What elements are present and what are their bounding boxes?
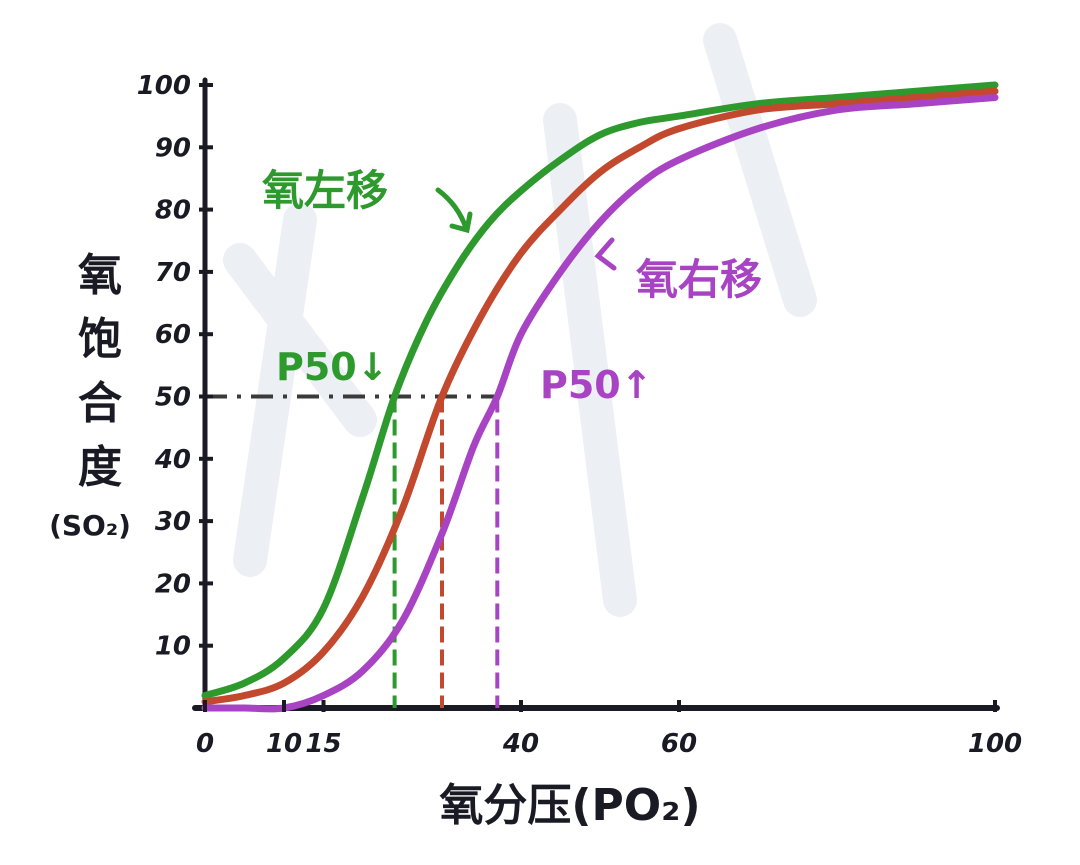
y-tick-label: 20 — [155, 569, 191, 599]
y-tick-label: 10 — [155, 632, 191, 662]
annotation-left-shift-text: 氧左移 — [262, 166, 388, 215]
x-tick-label: 60 — [661, 729, 697, 759]
arrow-icon — [594, 237, 617, 271]
p50-reference-lines — [205, 394, 500, 708]
ylabel-unit: (SO₂) — [49, 509, 131, 542]
x-tick-label: 100 — [968, 729, 1022, 759]
y-axis-label: 氧 饱 合 度 (SO₂) — [49, 250, 131, 542]
x-tick-label: 10 — [266, 729, 302, 759]
y-tick-label: 70 — [155, 258, 191, 288]
ylabel-char-2: 饱 — [78, 314, 122, 365]
x-axis-label: 氧分压(PO₂) — [439, 780, 700, 831]
y-tick-label: 90 — [155, 133, 191, 163]
ylabel-char-4: 度 — [78, 442, 122, 493]
y-tick-label: 60 — [155, 320, 191, 350]
y-tick-label: 80 — [155, 196, 191, 226]
x-tick-label: 15 — [305, 729, 341, 759]
axes — [192, 77, 1000, 711]
annotation-right-shift: 氧右移 — [594, 237, 762, 304]
y-tick-label: 30 — [155, 507, 191, 537]
curve-series-2 — [201, 87, 999, 706]
ylabel-char-3: 合 — [78, 378, 122, 429]
x-tick-label: 40 — [502, 729, 539, 759]
y-tick-label: 40 — [154, 445, 191, 475]
x-tick-label: 0 — [196, 729, 214, 759]
ylabel-char-1: 氧 — [78, 250, 122, 301]
arrow-icon — [435, 187, 473, 234]
annotation-p50-up: P50↑ — [540, 363, 653, 407]
y-tick-label: 100 — [137, 71, 191, 101]
curve-series-3 — [201, 94, 999, 713]
annotation-left-shift: 氧左移 — [262, 166, 473, 234]
annotation-right-shift-text: 氧右移 — [636, 255, 762, 304]
y-tick-label: 50 — [155, 383, 191, 413]
dissociation-curves — [201, 81, 999, 713]
curve-series-1 — [201, 81, 999, 699]
annotation-p50-down: P50↓ — [276, 345, 389, 389]
watermark — [223, 23, 817, 617]
